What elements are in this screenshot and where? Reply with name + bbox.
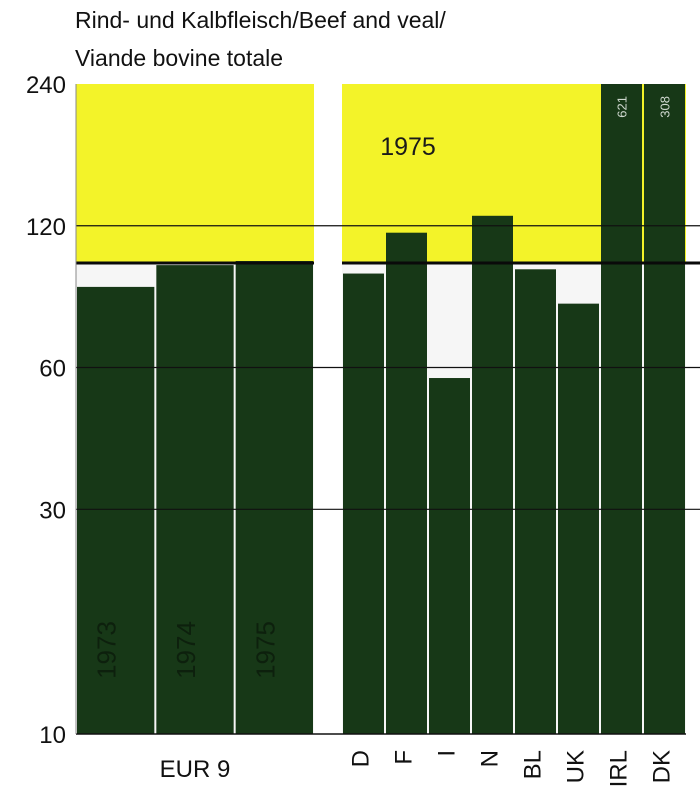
x-tick-label: UK — [563, 750, 590, 783]
plot-area: 1975 1973 1974 1975 D F I N BL UK IRL 621 DK 308 10 30 6… — [26, 72, 700, 787]
x-tick-label: I — [434, 750, 461, 757]
chart-title: Rind- und Kalbfleisch/Beef and veal/ Via… — [75, 7, 446, 71]
x-tick-label: N — [477, 750, 504, 767]
y-tick-label: 120 — [26, 214, 66, 241]
x-tick-label: F — [391, 750, 418, 765]
x-tick-label: IRL — [606, 750, 633, 787]
bar — [429, 378, 470, 734]
bar-value-label: 308 — [658, 96, 673, 118]
bar-year-label: 1975 — [250, 621, 280, 679]
bar — [515, 269, 556, 734]
y-tick-label: 60 — [39, 356, 66, 383]
bar-year-label: 1973 — [92, 621, 122, 679]
bar — [77, 286, 155, 734]
group-label: EUR 9 — [160, 756, 231, 783]
title-line-2: Viande bovine totale — [75, 45, 283, 71]
title-line-1: Rind- und Kalbfleisch/Beef and veal/ — [75, 7, 446, 33]
y-tick-label: 240 — [26, 72, 66, 99]
y-tick-label: 30 — [39, 497, 66, 524]
highlight-label: 1975 — [380, 133, 436, 161]
x-tick-label: D — [348, 750, 375, 767]
bar — [343, 273, 384, 734]
bar-value-label: 621 — [615, 96, 630, 118]
bar — [601, 84, 642, 734]
bar — [644, 84, 685, 734]
y-tick-label: 10 — [39, 722, 66, 749]
bar — [235, 261, 313, 734]
bar-year-label: 1974 — [171, 621, 201, 679]
x-tick-label: DK — [649, 750, 676, 783]
highlight-zone-1 — [76, 84, 314, 264]
bar — [156, 265, 234, 734]
bar — [386, 232, 427, 734]
x-tick-label: BL — [520, 750, 547, 779]
bar — [472, 215, 513, 735]
bar — [558, 303, 599, 734]
